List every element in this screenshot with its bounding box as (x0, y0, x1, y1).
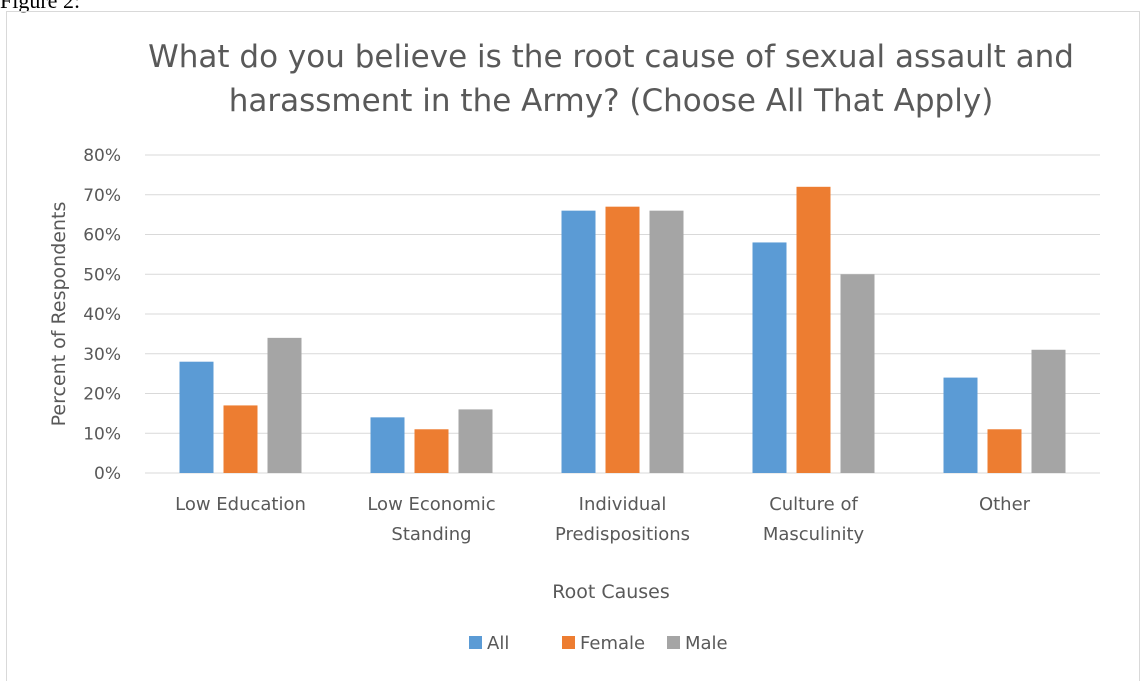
x-tick-label: Low Economic (367, 494, 495, 515)
bar-male (458, 409, 493, 473)
legend-swatch-all (469, 636, 482, 649)
bar-female (605, 206, 640, 474)
bar-female (223, 405, 258, 473)
x-axis-title: Root Causes (552, 581, 670, 603)
chart-title-line: What do you believe is the root cause of… (148, 39, 1074, 75)
y-tick-label: 0% (94, 464, 121, 484)
bar-all (752, 242, 787, 473)
x-tick-label: Individual (579, 494, 667, 515)
y-tick-label: 10% (83, 424, 121, 444)
chart-frame (6, 11, 1140, 681)
y-tick-label: 30% (83, 345, 121, 365)
y-tick-label: 50% (83, 265, 121, 285)
figure-label: Figure 2: (0, 0, 81, 13)
x-tick-label: Other (979, 494, 1031, 515)
legend-label: All (487, 633, 509, 654)
bar-female (796, 186, 831, 474)
y-tick-label: 20% (83, 385, 121, 405)
legend-label: Male (685, 633, 728, 654)
x-tick-label: Low Education (175, 494, 306, 515)
bar-male (840, 274, 875, 473)
legend-swatch-male (667, 636, 680, 649)
bar-all (561, 210, 596, 473)
y-tick-label: 80% (83, 146, 121, 166)
bar-male (267, 337, 302, 473)
bar-female (414, 429, 449, 473)
y-tick-label: 60% (83, 226, 121, 246)
bar-all (179, 361, 214, 473)
bar-male (649, 210, 684, 473)
x-tick-label: Predispositions (555, 524, 690, 545)
x-tick-label: Standing (391, 524, 471, 545)
y-tick-label: 70% (83, 186, 121, 206)
x-tick-label: Masculinity (763, 524, 865, 545)
bar-male (1031, 349, 1066, 473)
y-tick-label: 40% (83, 305, 121, 325)
bar-female (987, 429, 1022, 473)
x-tick-label: Culture of (769, 494, 858, 515)
legend-swatch-female (562, 636, 575, 649)
bar-all (370, 417, 405, 473)
bar-all (943, 377, 978, 473)
chart-title-line: harassment in the Army? (Choose All That… (229, 83, 994, 119)
y-axis-title: Percent of Respondents (48, 202, 70, 427)
legend-label: Female (580, 633, 645, 654)
